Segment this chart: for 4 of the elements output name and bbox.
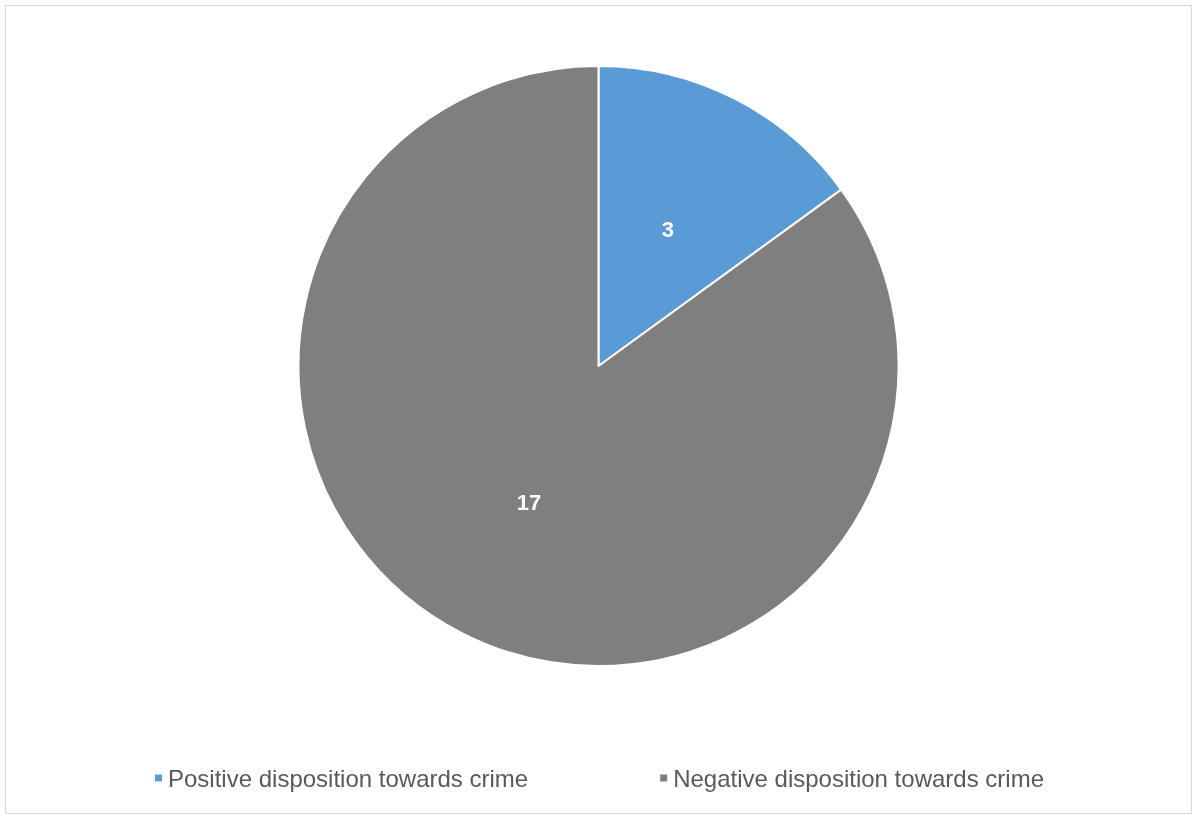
legend-label: Negative disposition towards crime [673,764,1044,792]
data-label: 3 [661,217,675,243]
data-label: 17 [516,489,542,515]
legend-label: Positive disposition towards crime [168,764,529,792]
